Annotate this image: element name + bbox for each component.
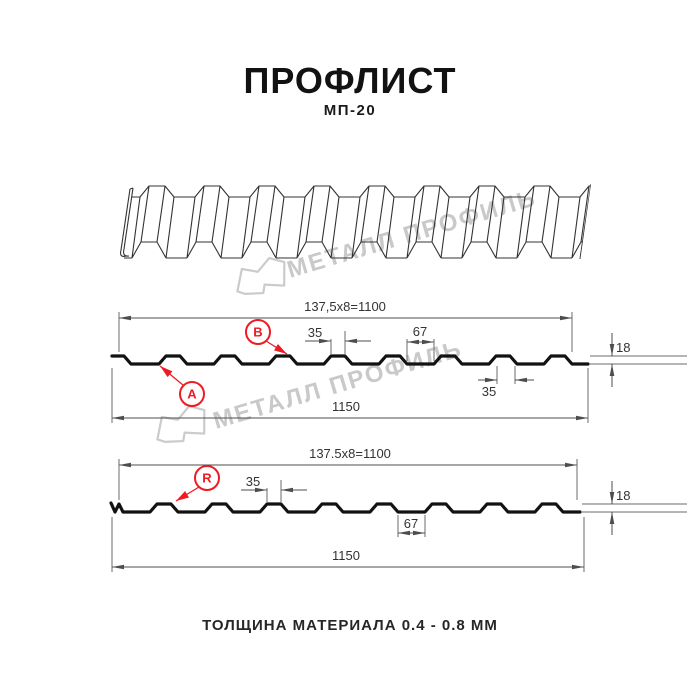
- side-r-badge: [194, 465, 220, 491]
- cross-section-top: 137,5x8=1100 35 67 B A 35 18 1150: [110, 299, 687, 423]
- dim-overall-width: 1150: [332, 399, 360, 414]
- dim-pan-width: 67: [413, 324, 427, 339]
- side-a-badge: [179, 381, 205, 407]
- side-b-badge: [245, 319, 271, 345]
- page-subtitle: МП-20: [323, 102, 377, 119]
- brand-logo-icon: [236, 256, 286, 295]
- dim-pan-width: 67: [404, 516, 418, 531]
- side-a-label: A: [187, 387, 197, 402]
- page-title: ПРОФЛИСТ: [243, 60, 457, 101]
- dim-height: 18: [616, 488, 630, 503]
- brand-logo-icon: [156, 404, 206, 443]
- sheet-3d-view: [120, 183, 591, 260]
- dim-height: 18: [616, 340, 630, 355]
- brand-watermark-lower: МЕТАЛЛ ПРОФИЛЬ: [156, 335, 466, 443]
- brand-watermark-text: МЕТАЛЛ ПРОФИЛЬ: [210, 335, 466, 434]
- dim-pitch-formula: 137,5x8=1100: [304, 299, 386, 314]
- dim-pitch-formula: 137.5x8=1100: [309, 446, 391, 461]
- cross-section-bottom: 137.5x8=1100 35 R 67 18 1150: [109, 446, 687, 572]
- side-r-label: R: [202, 471, 212, 486]
- brand-watermark-text: МЕТАЛЛ ПРОФИЛЬ: [284, 184, 540, 283]
- dim-rib-top-width: 35: [246, 474, 260, 489]
- side-b-label: B: [253, 325, 262, 340]
- profile-outline-top-view: [110, 354, 590, 366]
- thickness-note: ТОЛЩИНА МАТЕРИАЛА 0.4 - 0.8 ММ: [202, 617, 498, 634]
- dim-overall-width: 1150: [332, 548, 360, 563]
- profile-outline-bottom-view: [109, 501, 582, 514]
- dim-edge-width: 35: [482, 384, 496, 399]
- dim-rib-top-width: 35: [308, 325, 322, 340]
